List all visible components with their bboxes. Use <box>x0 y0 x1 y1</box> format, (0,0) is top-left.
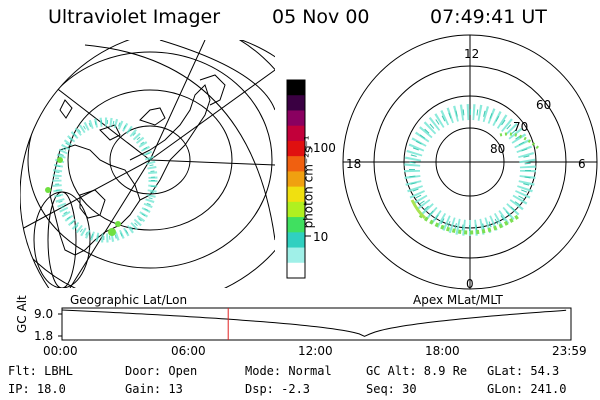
gc-altitude-curve <box>61 309 567 337</box>
time-label: 07:49:41 UT <box>430 6 547 28</box>
colorbar-swatch <box>287 125 305 142</box>
aurora-oval <box>404 104 542 236</box>
mlt-label-6: 6 <box>578 157 586 171</box>
gain-status: Gain: 13 <box>125 382 183 396</box>
colorbar-swatch <box>287 262 305 279</box>
glat-status: GLat: 54.3 <box>487 364 560 378</box>
date-label: 05 Nov 00 <box>272 6 370 28</box>
colorbar-swatch <box>287 217 305 233</box>
door-status: Door: Open <box>125 364 198 378</box>
mlat-label-80: 80 <box>490 142 506 156</box>
color-scale-bar <box>287 80 305 279</box>
gc-ytick-1-8: 1.8 <box>34 329 54 343</box>
dsp-status: Dsp: -2.3 <box>245 382 311 396</box>
gc-plot-ylabel: GC Alt <box>15 295 29 333</box>
colorbar-swatch <box>287 171 305 188</box>
lat-lon-grid <box>20 40 275 288</box>
aurora-emission <box>45 117 158 243</box>
mlt-label-18: 18 <box>346 157 362 171</box>
seq-status: Seq: 30 <box>366 382 417 396</box>
left-map-caption: Geographic Lat/Lon <box>70 293 188 307</box>
mode-status: Mode: Normal <box>245 364 332 378</box>
colorbar-tick-label-100: 100 <box>313 141 336 155</box>
colorbar-swatch <box>287 110 305 127</box>
colorbar-swatch <box>287 156 305 172</box>
polar-grid <box>342 34 598 290</box>
colorbar-swatch <box>287 95 305 111</box>
gc-ytick-9: 9.0 <box>34 307 54 321</box>
mlat-label-70: 70 <box>513 120 529 134</box>
instrument-title: Ultraviolet Imager <box>48 6 221 28</box>
gc-xtick-0000: 00:00 <box>43 344 78 358</box>
gc-xtick-2359: 23:59 <box>552 344 587 358</box>
mlt-label-0: 0 <box>466 277 474 291</box>
ip-status: IP: 18.0 <box>8 382 66 396</box>
colorbar-swatch <box>287 140 305 157</box>
right-map-caption: Apex MLat/MLT <box>413 293 503 307</box>
gc-xtick-0600: 06:00 <box>171 344 206 358</box>
mlat-label-60: 60 <box>536 98 552 112</box>
gc-xtick-1200: 12:00 <box>298 344 333 358</box>
mlt-label-12: 12 <box>464 47 480 61</box>
colorbar-swatch <box>287 232 305 249</box>
colorbar-swatch <box>287 80 305 96</box>
colorbar-tick-label-10: 10 <box>313 230 329 244</box>
filter-status: Flt: LBHL <box>8 364 74 378</box>
gc-alt-status: GC Alt: 8.9 Re <box>366 364 468 378</box>
colorbar-swatch <box>287 186 305 203</box>
glon-status: GLon: 241.0 <box>487 382 567 396</box>
gc-xtick-1800: 18:00 <box>425 344 460 358</box>
colorbar-swatch <box>287 247 305 264</box>
colorbar-swatch <box>287 201 305 218</box>
